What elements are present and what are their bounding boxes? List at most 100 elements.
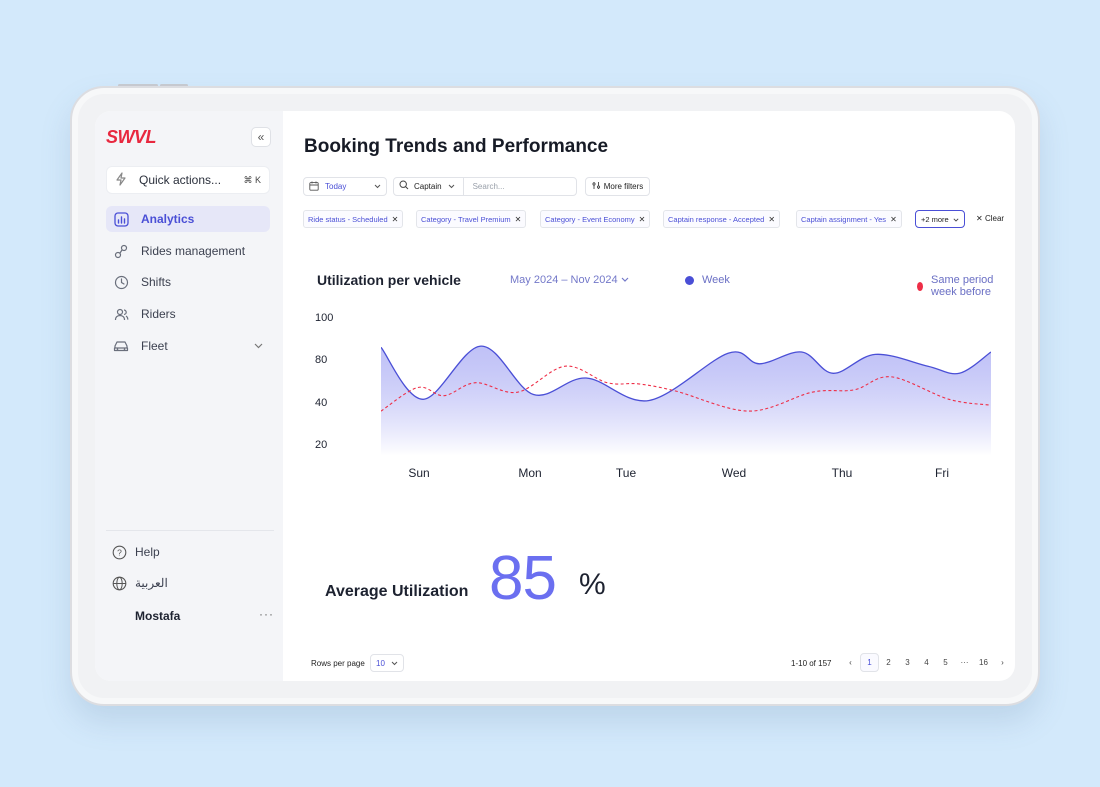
close-icon[interactable]: ✕ [890,214,897,224]
field-divider [462,178,464,195]
average-utilization-value: 85 [489,544,557,613]
page-button[interactable]: 2 [886,658,891,667]
page-button[interactable]: 16 [979,658,988,667]
previous-period-series-line [381,365,991,412]
sidebar: SWVL « Quick actions... ⌘ K Analytics Ri… [95,111,283,681]
y-tick-label: 100 [315,312,334,324]
analytics-icon [113,211,129,227]
week-series-line [381,345,991,402]
sidebar-item-label: Fleet [141,339,168,353]
chip-label: Captain assignment - Yes [801,214,887,224]
sliders-icon [592,181,601,192]
date-filter-select[interactable]: Today [303,177,387,196]
help-link[interactable]: ? Help [111,544,160,560]
utilization-chart [381,345,991,456]
captain-search-field[interactable]: Captain Search... [393,177,577,196]
next-page-button[interactable]: › [1001,658,1004,667]
date-range-label: May 2024 – Nov 2024 [510,274,618,286]
legend-week: Week [685,274,730,286]
sidebar-item-shifts[interactable]: Shifts [106,269,270,295]
captain-select-label[interactable]: Captain [414,182,442,191]
sidebar-item-label: Analytics [141,212,195,226]
legend-label: Week [702,274,730,286]
x-tick-label: Thu [831,466,853,480]
rows-per-page-label: Rows per page [311,659,365,668]
legend-previous: Same period week before [917,274,1015,298]
chip-label: Category - Event Economy [545,214,635,224]
average-utilization-label: Average Utilization [325,583,469,600]
x-tick-label: Mon [518,466,542,480]
language-label: العربية [135,576,168,590]
filter-chip[interactable]: Category - Event Economy ✕ [540,210,651,228]
clock-icon [113,274,129,290]
filter-chip[interactable]: Captain response - Accepted ✕ [663,210,781,228]
date-range-select[interactable]: May 2024 – Nov 2024 [510,274,629,286]
close-icon[interactable]: ✕ [638,214,646,224]
sidebar-item-label: Riders [141,307,176,321]
help-icon: ? [111,544,127,560]
lightning-icon [115,171,129,189]
legend-dot [685,275,694,285]
more-chips-dropdown[interactable]: +2 more [915,210,965,228]
pagination-range: 1-10 of 157 [791,659,832,668]
sidebar-item-rides-management[interactable]: Rides management [106,238,270,264]
page-ellipsis: ··· [960,658,969,667]
more-filters-button[interactable]: More filters [585,177,650,196]
page-button[interactable]: 1 [860,653,879,672]
quick-actions-button[interactable]: Quick actions... ⌘ K [106,166,270,194]
chip-label: Captain response - Accepted [668,214,765,224]
average-utilization-unit: % [579,568,606,601]
car-icon [113,338,129,354]
clear-label: Clear [984,214,1005,223]
more-chips-label: +2 more [921,214,949,224]
sidebar-item-fleet[interactable]: Fleet [106,333,270,359]
chart-title: Utilization per vehicle [317,272,461,288]
x-tick-label: Fri [935,466,949,480]
x-tick-label: Sun [408,466,430,480]
rows-per-page-select[interactable]: 10 [370,654,404,672]
collapse-sidebar-button[interactable]: « [251,127,271,147]
clear-filters-button[interactable]: ✕ Clear [976,214,1004,223]
legend-dot [917,281,924,291]
page-button[interactable]: 4 [924,658,929,667]
filter-chip[interactable]: Category - Travel Premium ✕ [416,210,527,228]
sidebar-item-riders[interactable]: Riders [106,301,270,327]
quick-actions-shortcut: ⌘ K [243,174,261,185]
user-more-button[interactable]: ··· [259,607,274,621]
chevron-down-icon [374,182,381,191]
globe-icon [111,575,127,591]
chevron-down-icon [391,659,398,668]
filter-chip[interactable]: Ride status - Scheduled ✕ [303,210,404,228]
y-tick-label: 80 [315,354,328,366]
svg-text:?: ? [117,547,122,557]
app-logo[interactable]: SWVL [106,127,157,147]
filter-chip[interactable]: Captain assignment - Yes ✕ [796,210,902,228]
week-series-area [381,346,991,456]
search-input[interactable]: Search... [472,182,505,191]
more-filters-label: More filters [603,182,644,191]
chevron-down-icon[interactable] [254,341,263,352]
page-button[interactable]: 5 [943,658,948,667]
sidebar-item-label: Rides management [141,244,246,258]
close-icon[interactable]: ✕ [391,214,399,224]
page-title: Booking Trends and Performance [304,136,609,157]
quick-actions-label: Quick actions... [139,173,222,187]
user-name[interactable]: Mostafa [135,609,181,623]
language-switch[interactable]: العربية [111,575,168,591]
sidebar-item-analytics[interactable]: Analytics [106,206,270,232]
y-tick-label: 40 [315,397,328,409]
page-button[interactable]: 3 [905,658,910,667]
device-power-button [160,84,188,87]
close-icon[interactable]: ✕ [514,214,522,224]
chevron-down-icon [621,274,629,286]
prev-page-button[interactable]: ‹ [849,658,852,667]
date-filter-value: Today [325,182,347,191]
y-tick-label: 20 [315,439,328,451]
chevron-down-icon [448,182,455,191]
app-screen: SWVL « Quick actions... ⌘ K Analytics Ri… [95,111,1015,681]
rows-per-page-value: 10 [376,658,385,668]
device-volume-button [118,84,158,87]
close-icon[interactable]: ✕ [768,214,776,224]
x-tick-label: Tue [615,466,637,480]
chip-label: Ride status - Scheduled [308,214,388,224]
